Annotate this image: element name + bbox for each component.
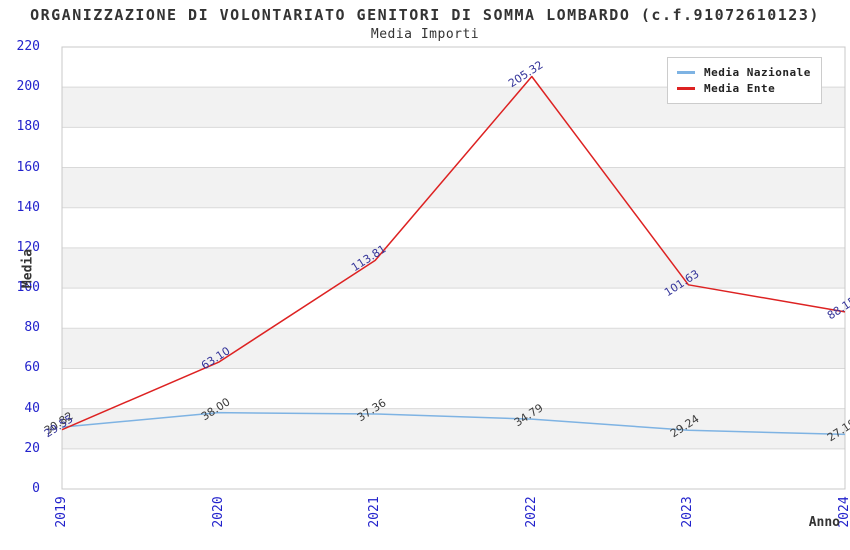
y-tick-label: 0 [32, 481, 40, 496]
legend-label: Media Ente [704, 82, 776, 95]
x-tick-label: 2021 [367, 496, 383, 528]
y-tick-label: 120 [16, 239, 40, 255]
y-tick-label: 140 [16, 199, 40, 215]
chart-subtitle: Media Importi [370, 27, 480, 42]
x-tick-label: 2022 [523, 496, 539, 528]
y-tick-label: 220 [16, 39, 40, 54]
legend-line-swatch-nazionale [677, 71, 695, 74]
y-tick-label: 180 [16, 119, 40, 135]
plot-border [61, 46, 846, 490]
series-line-media-ente [61, 75, 846, 431]
y-tick-label: 60 [24, 360, 40, 376]
x-axis-title: Anno [808, 515, 840, 530]
legend-item-media-nazionale: Media Nazionale [677, 66, 811, 79]
y-axis-title: Media [20, 248, 36, 289]
x-tick-label: 2020 [210, 496, 226, 528]
y-tick-label: 80 [24, 320, 40, 336]
y-tick-label: 160 [16, 159, 40, 175]
plot-band [62, 167, 845, 208]
series-line-media-nazionale [61, 411, 846, 436]
legend-label: Media Nazionale [704, 66, 811, 79]
y-tick-label: 40 [24, 400, 40, 416]
x-tick-label: 2023 [680, 496, 696, 528]
plot-band [62, 328, 845, 369]
chart-title: ORGANIZZAZIONE DI VOLONTARIATO GENITORI … [30, 6, 820, 24]
y-tick-label: 100 [16, 280, 40, 296]
plot-band [62, 247, 845, 289]
legend-line-swatch-ente [677, 87, 695, 90]
y-tick-label: 20 [24, 440, 40, 456]
legend-item-media-ente: Media Ente [677, 82, 811, 95]
legend-box: Media Nazionale Media Ente [667, 57, 822, 104]
y-tick-label: 200 [16, 79, 40, 95]
x-tick-label: 2019 [54, 496, 69, 528]
